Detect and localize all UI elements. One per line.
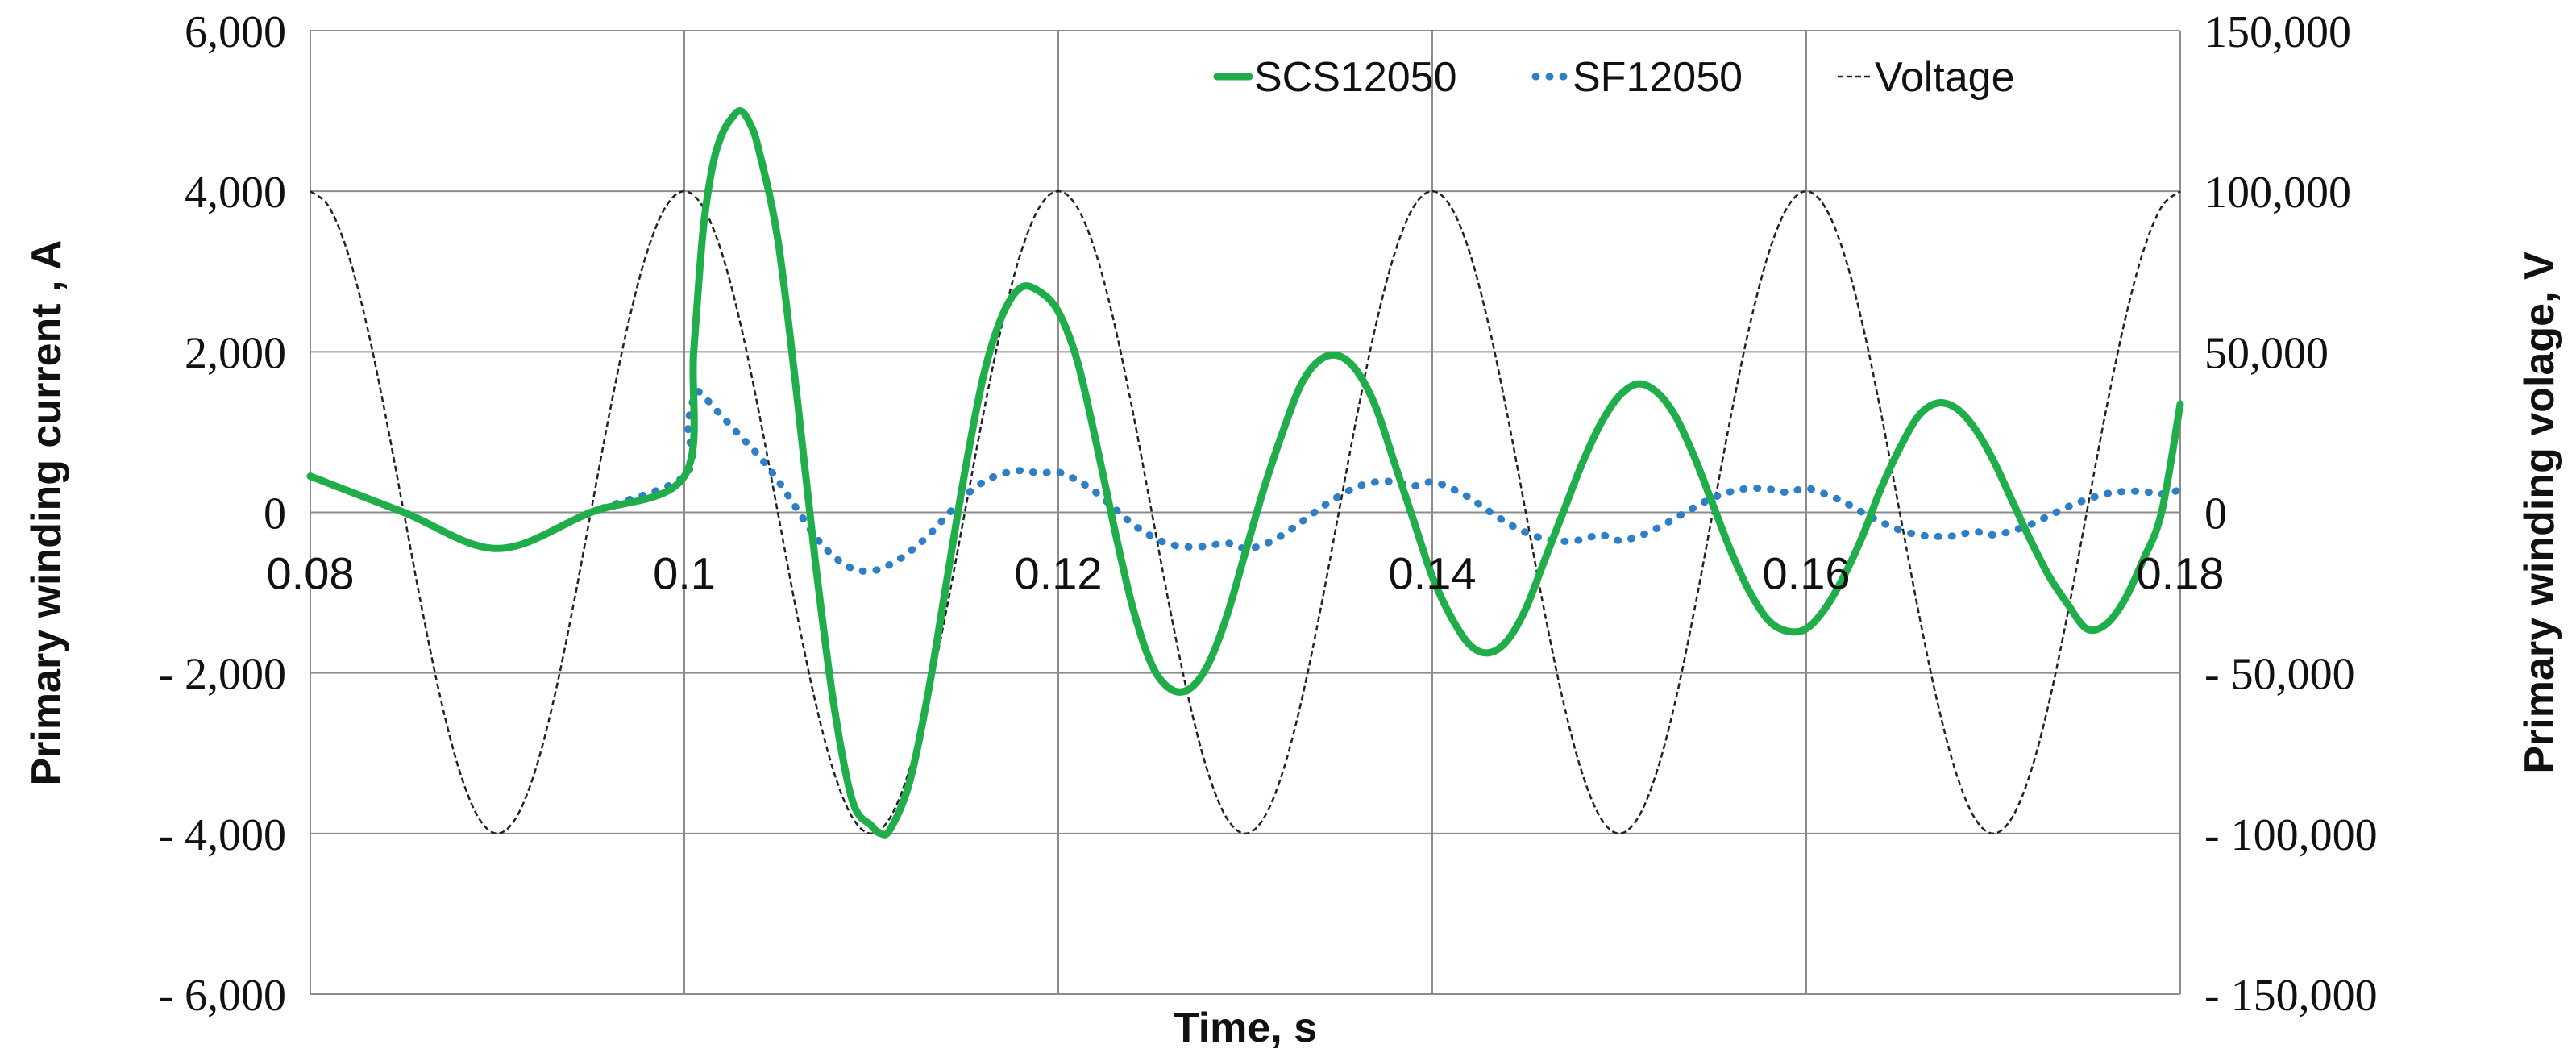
tick-labels: 6,000 4,000 2,000 0 - 2,000 - 4,000 - 6,000 150… xyxy=(158,7,2377,1021)
x-axis-title: Time, s xyxy=(1174,1005,1317,1051)
series-line-sf12050 xyxy=(306,387,2184,576)
x-tick-label: 0.14 xyxy=(1389,548,1477,599)
legend-label-scs12050: SCS12050 xyxy=(1254,54,1457,101)
series-line-voltage xyxy=(310,189,2181,835)
x-tick-label: 0.08 xyxy=(267,548,355,599)
x-tick-label: 0.1 xyxy=(653,548,716,599)
y-axis-right-title: Primary winding volage, V xyxy=(2516,252,2563,774)
y-left-tick-label: - 2,000 xyxy=(158,650,286,700)
series-layer xyxy=(306,107,2184,839)
y-right-tick-label: 50,000 xyxy=(2204,328,2329,378)
legend-label-voltage: Voltage xyxy=(1875,54,2015,101)
y-left-tick-label: 2,000 xyxy=(185,328,286,378)
y-left-tick-label: 0 xyxy=(264,489,286,539)
y-axis-left-title: Primary winding current , A xyxy=(23,239,70,785)
y-left-tick-label: 4,000 xyxy=(185,168,286,218)
y-left-tick-label: - 6,000 xyxy=(158,971,286,1021)
y-right-tick-label: - 100,000 xyxy=(2204,810,2378,860)
y-right-tick-label: 150,000 xyxy=(2204,7,2351,57)
legend-label-sf12050: SF12050 xyxy=(1573,54,1743,101)
y-left-tick-label: 6,000 xyxy=(185,7,286,57)
legend: SCS12050 SF12050 Voltage xyxy=(1213,54,2015,101)
y-right-tick-label: 0 xyxy=(2204,489,2227,539)
x-tick-label: 0.16 xyxy=(1763,548,1851,599)
y-right-tick-label: - 150,000 xyxy=(2204,971,2378,1021)
series-line-scs12050 xyxy=(306,107,2184,839)
x-tick-label: 0.12 xyxy=(1015,548,1103,599)
x-tick-label: 0.18 xyxy=(2137,548,2225,599)
y-right-tick-label: - 50,000 xyxy=(2204,650,2355,700)
y-right-tick-label: 100,000 xyxy=(2204,168,2351,218)
y-left-tick-label: - 4,000 xyxy=(158,810,286,860)
